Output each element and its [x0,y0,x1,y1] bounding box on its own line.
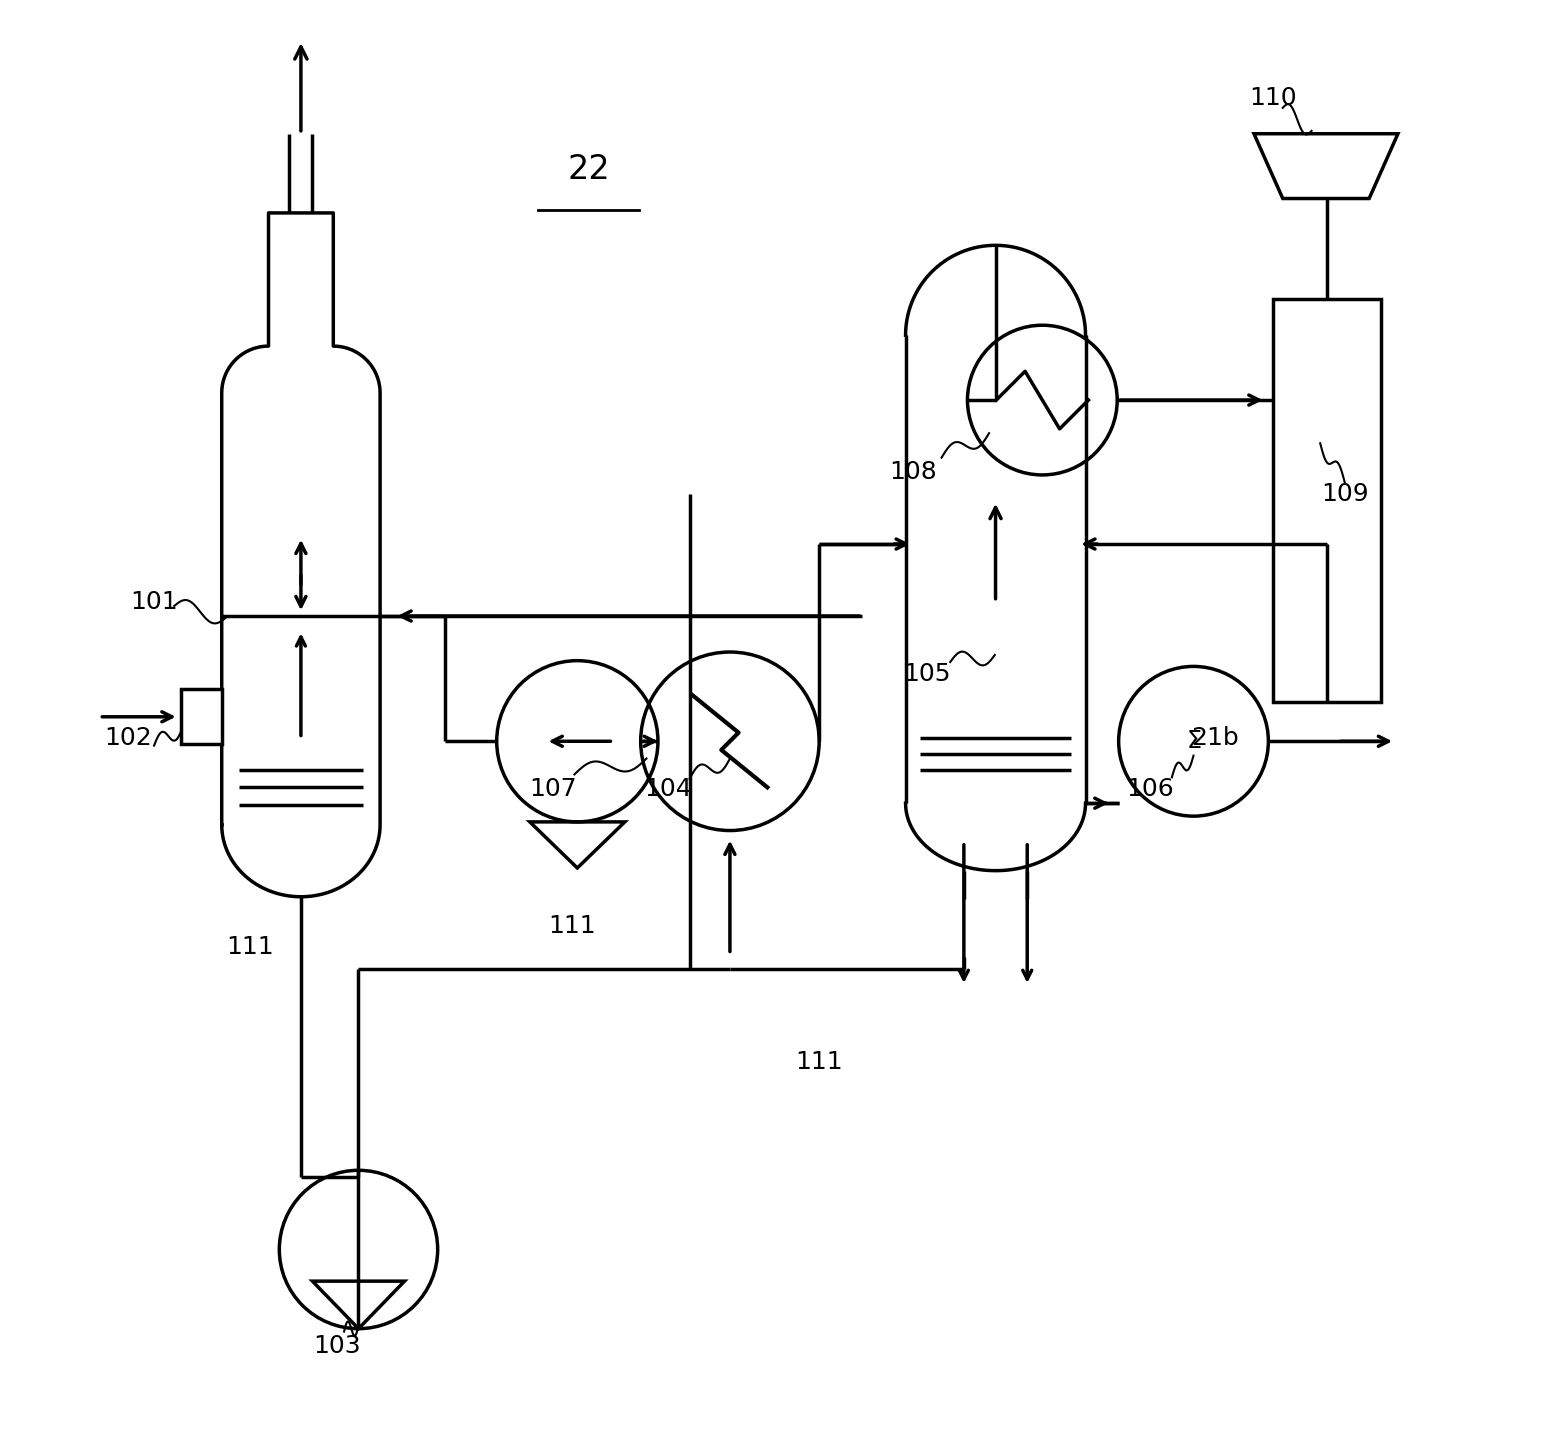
Text: 108: 108 [889,460,937,484]
Text: 111: 111 [795,1050,843,1074]
Bar [182,689,222,744]
Text: 110: 110 [1249,85,1296,110]
Text: 109: 109 [1321,482,1369,505]
Text: 21b: 21b [1192,727,1238,750]
Text: 102: 102 [104,727,152,750]
Text: 111: 111 [227,935,275,959]
Text: 104: 104 [644,776,692,801]
Text: 103: 103 [314,1334,360,1358]
Text: $\Sigma$: $\Sigma$ [1186,730,1201,753]
Text: 22: 22 [568,153,610,187]
Text: 105: 105 [903,662,951,685]
Text: 106: 106 [1127,776,1175,801]
Bar [1273,300,1381,702]
Text: 107: 107 [529,776,577,801]
Text: 101: 101 [130,589,178,614]
Text: 111: 111 [548,914,596,937]
